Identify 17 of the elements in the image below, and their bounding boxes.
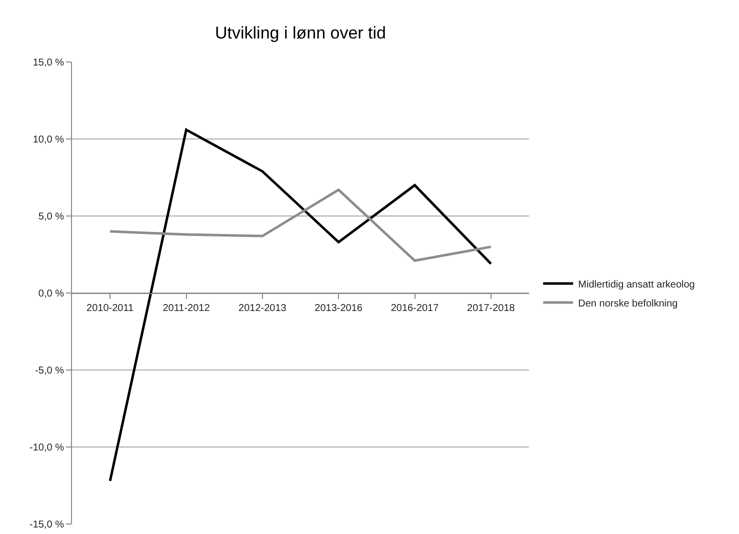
x-tick-label: 2013-2016 — [314, 303, 363, 314]
y-tick-label: -10,0 % — [30, 442, 64, 454]
y-tick-label: 5,0 % — [38, 212, 64, 222]
chart-title: Utvikling i lønn over tid — [214, 24, 386, 43]
legend-label: Midlertidig ansatt arkeolog — [578, 279, 695, 290]
y-tick-label: 10,0 % — [32, 134, 64, 146]
y-tick-label: 15,0 % — [32, 58, 64, 68]
y-tick-label: -15,0 % — [30, 520, 64, 530]
x-tick-label: 2011-2012 — [162, 303, 210, 314]
x-tick-label: 2017-2018 — [467, 303, 516, 314]
y-tick-label: -5,0 % — [35, 366, 64, 376]
x-tick-label: 2010-2011 — [86, 303, 134, 314]
x-tick-label: 2016-2017 — [390, 303, 440, 314]
legend-label: Den norske befolkning — [578, 298, 678, 310]
y-tick-label: 0,0 % — [38, 288, 64, 300]
x-tick-label: 2012-2013 — [238, 303, 287, 314]
line-series — [108, 188, 492, 262]
